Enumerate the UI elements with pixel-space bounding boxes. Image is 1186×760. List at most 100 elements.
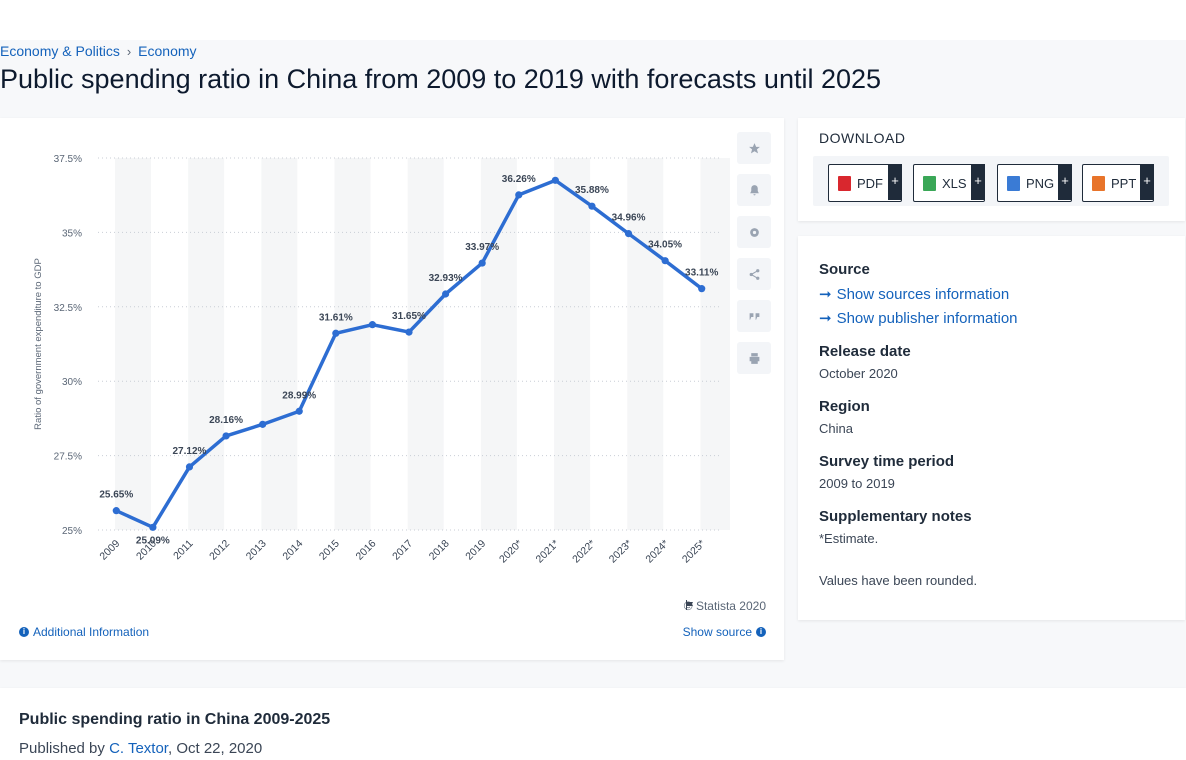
page-title: Public spending ratio in China from 2009… (0, 64, 882, 94)
additional-information-label: Additional Information (33, 625, 150, 639)
data-label: 27.12% (173, 446, 207, 457)
region-heading: Region (819, 398, 870, 415)
gear-icon (749, 227, 759, 237)
download-ppt-button[interactable]: PPT + (1082, 164, 1154, 202)
download-buttons: PDF + XLS + PNG + PPT + (813, 156, 1169, 206)
details-card: Source ➞ Show sources information ➞ Show… (798, 236, 1185, 620)
data-label: 31.61% (319, 312, 353, 323)
author-link[interactable]: C. Textor (109, 740, 168, 757)
download-xls-label: XLS (942, 175, 967, 191)
category-band (480, 158, 517, 530)
y-tick-label: 35% (62, 228, 82, 239)
x-tick-label: 2016 (354, 538, 379, 563)
data-label: 25.09% (136, 535, 170, 546)
survey-period-heading: Survey time period (819, 453, 955, 470)
flag-icon[interactable] (684, 599, 696, 611)
data-point (551, 176, 559, 184)
x-tick-label: 2018 (427, 538, 452, 563)
png-file-icon (1007, 175, 1020, 191)
x-tick-label: 2014 (280, 538, 305, 563)
data-point (661, 257, 669, 265)
y-tick-label: 30% (62, 377, 82, 388)
show-source-link[interactable]: Show source i (683, 625, 766, 639)
download-png-label: PNG (1026, 175, 1055, 191)
y-tick-label: 37.5% (54, 154, 82, 165)
survey-period-value: 2009 to 2019 (819, 476, 895, 491)
download-card: DOWNLOAD PDF + XLS + PNG + PPT + (798, 118, 1185, 221)
share-icon (749, 268, 759, 280)
data-point (259, 420, 267, 428)
copyright-label: © Statista 2020 (683, 599, 766, 613)
release-date-heading: Release date (819, 343, 911, 360)
data-label: 36.26% (502, 174, 536, 185)
breadcrumb-economy[interactable]: Economy (138, 43, 197, 59)
data-point (222, 432, 230, 440)
xls-file-icon (923, 175, 936, 191)
data-point (368, 321, 377, 329)
plus-icon: + (1058, 164, 1072, 200)
data-label: 25.65% (99, 490, 133, 501)
data-label: 32.93% (429, 273, 463, 284)
data-point (478, 259, 486, 267)
x-tick-label: 2015 (317, 538, 342, 563)
show-publisher-link[interactable]: ➞ Show publisher information (819, 309, 1018, 328)
show-publisher-label: Show publisher information (836, 309, 1018, 327)
data-label: 33.97% (465, 242, 499, 253)
share-button[interactable] (737, 258, 771, 290)
x-tick-label: 2009 (97, 538, 122, 563)
line-chart: 25% 27.5% 30% 32.5% 35% 37.5% Ratio of governm… (33, 154, 730, 566)
favorite-button[interactable] (737, 132, 771, 164)
download-pdf-button[interactable]: PDF + (828, 164, 902, 202)
x-tick-label: 2021* (534, 538, 562, 566)
x-tick-label: 2013 (244, 538, 269, 563)
y-tick-label: 32.5% (54, 303, 82, 314)
publication-byline: Published by C. Textor, Oct 22, 2020 (19, 740, 262, 757)
breadcrumb-separator: › (126, 43, 132, 59)
data-point (405, 328, 413, 336)
y-tick-label: 27.5% (54, 452, 82, 463)
category-band (407, 158, 444, 530)
category-band (334, 158, 371, 530)
data-label: 34.05% (648, 240, 682, 251)
plus-icon: + (971, 164, 985, 200)
notification-button[interactable] (737, 174, 771, 206)
data-label: 34.96% (612, 213, 646, 224)
x-tick-label: 2023* (607, 538, 635, 566)
publication-title: Public spending ratio in China 2009-2025 (19, 711, 331, 728)
chart-toolbar (737, 132, 773, 384)
release-date-value: October 2020 (819, 366, 898, 381)
data-point (624, 229, 633, 238)
data-point (149, 523, 157, 531)
notes-value-rounded: Values have been rounded. (819, 573, 978, 588)
download-xls-button[interactable]: XLS + (913, 164, 985, 202)
data-point (185, 463, 194, 471)
category-band (627, 158, 664, 530)
category-band (261, 158, 298, 530)
copyright-text: © Statista 2020 (684, 599, 766, 613)
cite-button[interactable] (737, 300, 771, 332)
data-label: 28.99% (282, 390, 316, 401)
print-button[interactable] (737, 342, 771, 374)
data-label: 35.88% (575, 185, 609, 196)
download-png-button[interactable]: PNG + (997, 164, 1072, 202)
category-band (700, 158, 730, 530)
info-icon: i (19, 627, 29, 637)
y-axis-label: Ratio of government expenditure to GDP (33, 258, 44, 430)
x-tick-label: 2019 (463, 538, 488, 563)
data-label: 31.65% (392, 311, 426, 322)
print-icon (749, 352, 759, 364)
top-bar (0, 0, 1186, 40)
data-point (588, 202, 596, 210)
data-label: 28.16% (209, 415, 243, 426)
breadcrumb-economy-politics[interactable]: Economy & Politics (0, 43, 120, 59)
region-value: China (819, 421, 853, 436)
ppt-file-icon (1092, 175, 1105, 191)
show-sources-link[interactable]: ➞ Show sources information (819, 285, 1009, 304)
settings-button[interactable] (737, 216, 771, 248)
additional-information-link[interactable]: i Additional Information (19, 625, 149, 639)
x-tick-label: 2025* (680, 538, 708, 566)
pdf-file-icon (838, 175, 851, 191)
download-ppt-label: PPT (1111, 175, 1137, 191)
arrow-right-icon: ➞ (819, 310, 832, 327)
arrow-right-icon: ➞ (819, 286, 832, 303)
